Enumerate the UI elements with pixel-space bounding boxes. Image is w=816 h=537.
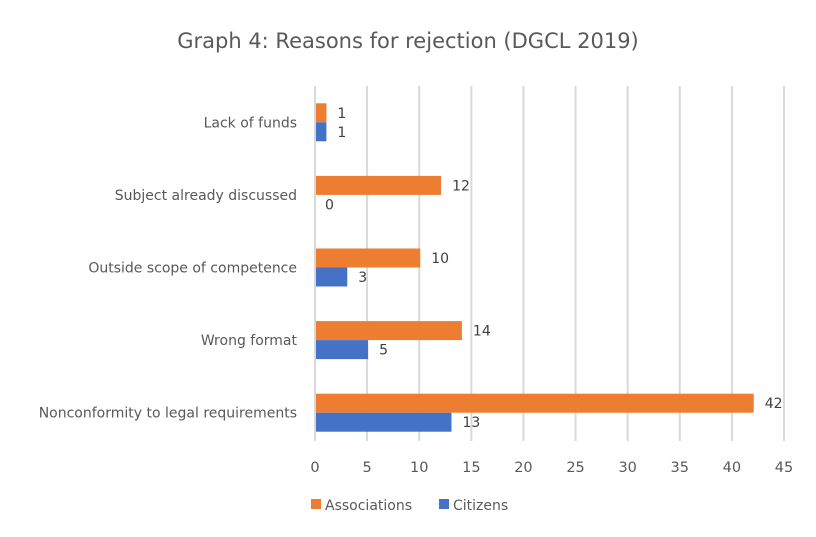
bar-associations[interactable]: [316, 175, 442, 195]
x-tick-label: 15: [462, 460, 480, 476]
legend-label-citizens: Citizens: [453, 498, 508, 514]
data-label: 1: [337, 125, 346, 141]
bar-associations[interactable]: [316, 393, 754, 413]
bar-citizens[interactable]: [316, 122, 327, 142]
category-labels: Nonconformity to legal requirements Wrong…: [39, 115, 298, 421]
x-tick-label: 0: [310, 460, 319, 476]
legend-swatch-associations: [311, 499, 321, 509]
x-tick-label: 35: [671, 460, 689, 476]
legend-item-citizens[interactable]: Citizens: [439, 498, 508, 514]
x-axis-ticks: 0 5 10 15 20 25 30 35 40 45: [310, 460, 793, 476]
data-label: 42: [765, 396, 783, 412]
bars: [316, 103, 754, 432]
x-tick-label: 20: [514, 460, 532, 476]
gridlines: [314, 86, 785, 441]
data-label: 0: [325, 197, 334, 213]
bar-citizens[interactable]: [316, 267, 348, 287]
bar-associations[interactable]: [316, 103, 327, 123]
x-tick-label: 40: [723, 460, 741, 476]
bar-associations[interactable]: [316, 321, 462, 341]
legend-item-associations[interactable]: Associations: [311, 498, 412, 514]
category-label: Nonconformity to legal requirements: [39, 406, 297, 422]
x-tick-label: 30: [618, 460, 636, 476]
category-label: Wrong format: [201, 333, 298, 349]
category-label: Subject already discussed: [115, 188, 297, 204]
data-label: 5: [379, 343, 388, 359]
x-tick-label: 10: [410, 460, 428, 476]
data-label: 14: [473, 324, 491, 340]
data-labels: 42 13 14 5 10 3 12 0 1 1: [325, 106, 783, 431]
category-label: Lack of funds: [204, 115, 297, 131]
legend-swatch-citizens: [439, 499, 449, 509]
chart-title: Graph 4: Reasons for rejection (DGCL 201…: [177, 29, 639, 53]
data-label: 12: [452, 178, 470, 194]
data-label: 1: [337, 106, 346, 122]
x-tick-label: 5: [362, 460, 371, 476]
bar-citizens[interactable]: [316, 340, 369, 360]
x-tick-label: 25: [566, 460, 584, 476]
category-label: Outside scope of competence: [88, 261, 297, 277]
bar-associations[interactable]: [316, 248, 421, 268]
data-label: 3: [358, 270, 367, 286]
legend: Associations Citizens: [311, 498, 508, 514]
legend-label-associations: Associations: [325, 498, 412, 514]
data-label: 13: [462, 415, 480, 431]
data-label: 10: [431, 251, 449, 267]
x-tick-label: 45: [775, 460, 793, 476]
bar-citizens[interactable]: [316, 412, 452, 432]
